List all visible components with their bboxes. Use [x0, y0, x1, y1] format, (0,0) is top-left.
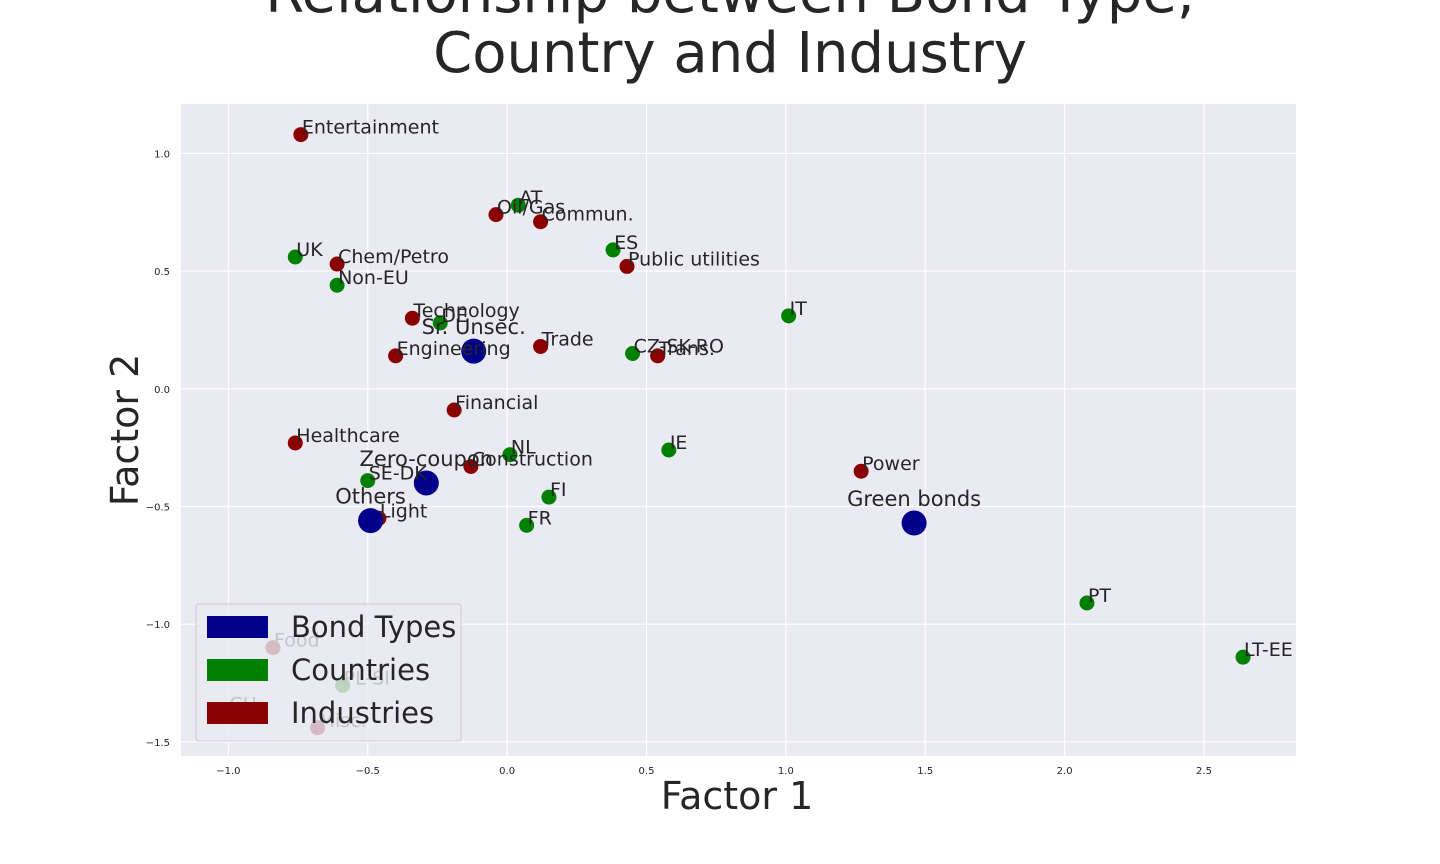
point-label: Light — [380, 500, 427, 522]
bond-type-point — [901, 510, 927, 536]
point-label: Technology — [412, 300, 519, 322]
legend-swatch — [207, 616, 268, 638]
industry-point — [533, 214, 549, 230]
x-tick-label: 0.0 — [499, 766, 515, 777]
point-label: DE — [441, 305, 468, 327]
point-label: Green bonds — [847, 487, 981, 511]
point-label: IT — [790, 298, 808, 320]
point-label: Public utilities — [628, 248, 760, 270]
point-label: FR — [528, 507, 552, 529]
y-tick-label: −1.5 — [146, 738, 170, 749]
chart-title: Relationship between Bond Type,Country a… — [265, 0, 1194, 86]
point-label: NL — [511, 437, 536, 459]
point-label: Zero-coupon — [360, 447, 494, 471]
country-point — [781, 308, 797, 324]
legend-label: Countries — [291, 653, 430, 687]
point-label: Others — [335, 485, 406, 509]
industry-point — [619, 258, 635, 274]
country-point — [329, 277, 345, 293]
y-tick-labels: 1.0 0.5 0.0 −0.5 −1.0 −1.5 — [146, 149, 170, 748]
point-label: Trans. — [658, 338, 715, 360]
country-point — [519, 517, 535, 533]
y-tick-label: −0.5 — [146, 502, 170, 513]
industry-point — [853, 463, 869, 479]
point-label: IE — [670, 432, 688, 454]
x-tick-label: −1.0 — [216, 766, 240, 777]
country-point — [661, 442, 677, 458]
bond-type-point — [461, 338, 487, 364]
industry-point — [488, 207, 504, 223]
point-label: PT — [1088, 585, 1111, 607]
y-axis-label: Factor 2 — [103, 354, 147, 507]
y-tick-label: 0.0 — [154, 385, 170, 396]
data-points — [220, 127, 1251, 736]
point-label: Non-EU — [338, 267, 409, 289]
industry-point — [463, 458, 479, 474]
point-label: Chem/Petro — [338, 246, 449, 268]
industry-point — [446, 402, 462, 418]
industry-point — [404, 310, 420, 326]
x-axis-label: Factor 1 — [661, 774, 814, 818]
point-label: Financial — [455, 392, 538, 414]
x-tick-labels: −1.0 −0.5 0.0 0.5 1.0 1.5 2.0 2.5 — [216, 766, 1212, 777]
y-tick-label: 0.5 — [154, 267, 170, 278]
point-label: Entertainment — [302, 117, 439, 139]
legend-swatch — [207, 702, 268, 724]
country-point — [605, 242, 621, 258]
country-point — [502, 447, 518, 463]
point-label: Power — [862, 453, 920, 475]
point-label: Commun. — [542, 204, 634, 226]
point-label: ES — [614, 232, 638, 254]
point-label: Oil/Gas — [497, 197, 565, 219]
country-point — [287, 249, 303, 265]
point-label: Engineering — [397, 338, 511, 360]
country-point — [1235, 649, 1251, 665]
bond-type-point — [413, 470, 439, 496]
y-tick-label: 1.0 — [154, 149, 170, 160]
point-label: FI — [550, 479, 567, 501]
legend: Bond Types Countries Industries — [195, 603, 462, 742]
industry-point — [329, 256, 345, 272]
legend-swatch — [207, 659, 268, 681]
point-label: LT-EE — [1244, 639, 1293, 661]
industry-point — [293, 127, 309, 143]
x-tick-label: 1.0 — [778, 766, 794, 777]
industry-point — [287, 435, 303, 451]
country-point — [432, 315, 448, 331]
y-tick-label: −1.0 — [146, 620, 170, 631]
point-label: CZ-SK-RO — [634, 336, 724, 358]
x-tick-label: 2.0 — [1057, 766, 1073, 777]
x-tick-label: 2.5 — [1196, 766, 1212, 777]
point-label: Construction — [472, 448, 593, 470]
point-label: AT — [519, 187, 543, 209]
country-point — [625, 346, 641, 362]
industry-point — [388, 348, 404, 364]
industry-point — [650, 348, 666, 364]
country-point — [360, 473, 376, 489]
point-label: SE-DK — [369, 463, 428, 485]
legend-label: Bond Types — [291, 610, 456, 644]
legend-label: Industries — [291, 696, 434, 730]
x-tick-label: 0.5 — [639, 766, 655, 777]
point-label: UK — [296, 239, 323, 261]
x-tick-label: −0.5 — [356, 766, 380, 777]
point-label: Trade — [541, 328, 594, 350]
grid-lines — [181, 104, 1296, 756]
country-point — [1079, 595, 1095, 611]
country-point — [541, 489, 557, 505]
point-label: Healthcare — [296, 425, 400, 447]
country-point — [510, 197, 526, 213]
industry-point — [533, 338, 549, 354]
bond-type-point — [358, 508, 384, 534]
x-tick-label: 1.5 — [917, 766, 933, 777]
point-label: Sr. Unsec. — [422, 315, 526, 339]
